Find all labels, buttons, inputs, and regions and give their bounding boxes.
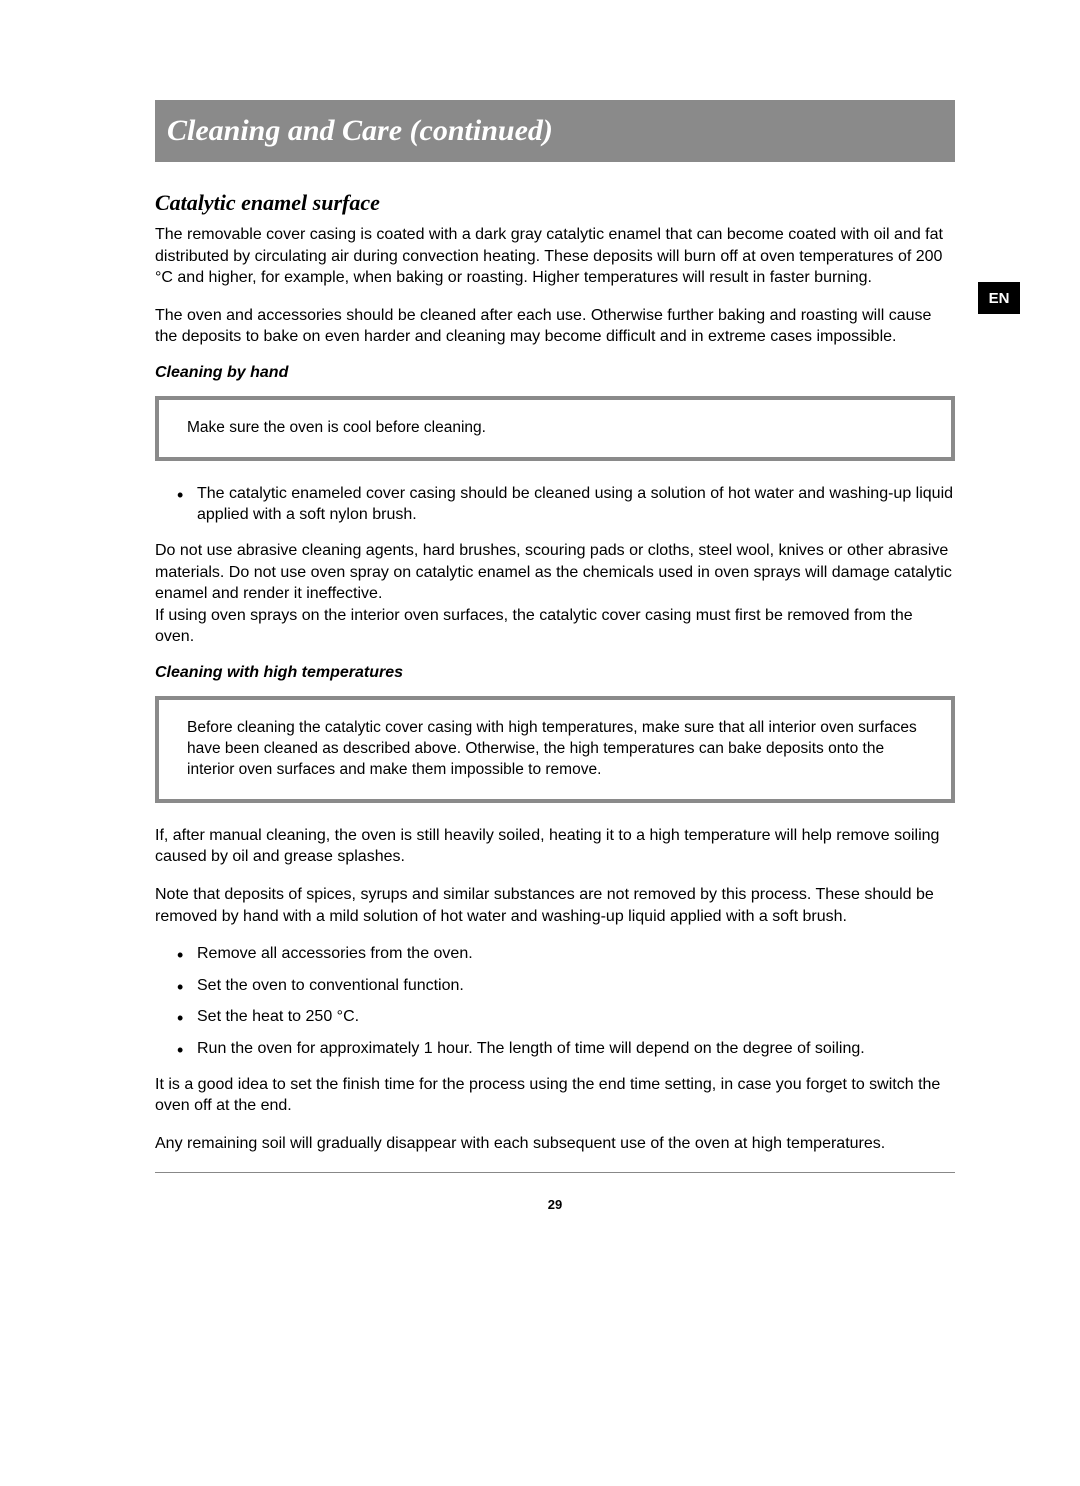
callout-box: Make sure the oven is cool before cleani… <box>155 396 955 461</box>
callout-box: Before cleaning the catalytic cover casi… <box>155 696 955 803</box>
list-item: Set the oven to conventional function. <box>155 975 955 997</box>
subsection-heading: Cleaning with high temperatures <box>155 664 955 682</box>
header-bar: Cleaning and Care (continued) <box>155 100 955 162</box>
list-item: Run the oven for approximately 1 hour. T… <box>155 1038 955 1060</box>
list-item: Set the heat to 250 °C. <box>155 1006 955 1028</box>
bullet-list: The catalytic enameled cover casing shou… <box>155 483 955 526</box>
body-paragraph: Any remaining soil will gradually disapp… <box>155 1133 955 1155</box>
body-paragraph: It is a good idea to set the finish time… <box>155 1074 955 1117</box>
body-paragraph: Do not use abrasive cleaning agents, har… <box>155 540 955 648</box>
section-heading: Catalytic enamel surface <box>155 190 955 216</box>
subsection-heading: Cleaning by hand <box>155 364 955 382</box>
page-number: 29 <box>155 1197 955 1212</box>
body-paragraph: The removable cover casing is coated wit… <box>155 224 955 289</box>
callout-text: Make sure the oven is cool before cleani… <box>187 419 486 436</box>
list-item: The catalytic enameled cover casing shou… <box>155 483 955 526</box>
header-title: Cleaning and Care (continued) <box>167 114 553 148</box>
document-page: Cleaning and Care (continued) EN Catalyt… <box>0 0 1080 1272</box>
language-badge: EN <box>978 282 1020 314</box>
list-item: Remove all accessories from the oven. <box>155 943 955 965</box>
body-paragraph: If, after manual cleaning, the oven is s… <box>155 825 955 868</box>
horizontal-rule <box>155 1172 955 1173</box>
content-region: EN Catalytic enamel surface The removabl… <box>155 190 955 1212</box>
callout-text: Before cleaning the catalytic cover casi… <box>187 719 917 778</box>
bullet-list: Remove all accessories from the oven. Se… <box>155 943 955 1059</box>
body-paragraph: The oven and accessories should be clean… <box>155 305 955 348</box>
body-paragraph: Note that deposits of spices, syrups and… <box>155 884 955 927</box>
